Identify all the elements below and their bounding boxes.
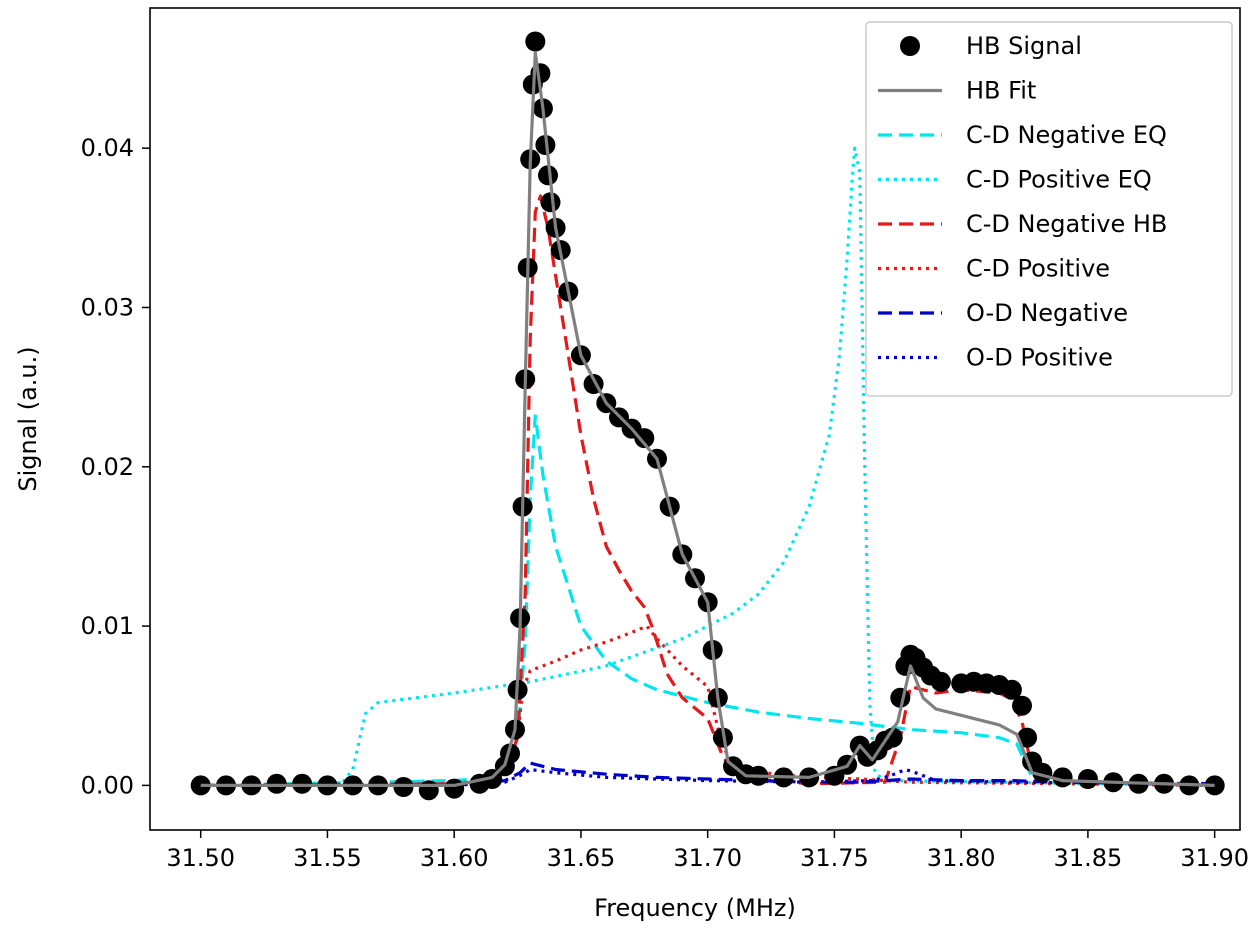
data-point [882,727,903,748]
legend: HB Signal HB Fit C-D Negative EQ C-D Positi… [865,21,1233,397]
tick-layer: 31.50 31.55 31.60 31.65 31.70 31.75 31.80 31.85… [81,134,1249,872]
legend-label: O-D Positive [966,344,1113,372]
plot-frame [149,7,1241,831]
data-point [1017,727,1038,748]
x-tick-label: 31.65 [547,844,616,872]
x-tick-label: 31.80 [927,844,996,872]
x-tick-label: 31.60 [420,844,489,872]
data-point [525,31,546,52]
legend-entry-c-d-negative-hb: C-D Negative HB [878,210,1167,238]
x-tick-label: 31.70 [673,844,742,872]
legend-label: C-D Positive [966,255,1110,283]
data-point [1012,695,1032,716]
data-point [444,778,465,799]
legend-label: C-D Positive EQ [966,166,1152,194]
data-point [266,773,287,794]
x-tick-label: 31.75 [800,844,869,872]
legend-entry-c-d-positive-eq: C-D Positive EQ [878,166,1152,194]
data-point [540,192,561,213]
series-line-c-d-positive-eq [200,146,1215,787]
series-line-hb-fit [200,51,1215,787]
legend-marker [900,36,920,56]
data-point [292,773,313,794]
data-point [538,165,558,186]
legend-entry-o-d-negative: O-D Negative [878,299,1128,327]
legend-label: HB Signal [966,32,1082,60]
legend-box [865,21,1233,397]
x-tick-label: 31.90 [1180,844,1249,872]
legend-entry-c-d-positive: C-D Positive [878,255,1110,283]
x-tick-label: 31.85 [1054,844,1123,872]
legend-label: HB Fit [966,77,1036,105]
legend-entry-o-d-positive: O-D Positive [878,344,1113,372]
series-line-c-d-negative-eq [200,414,1215,787]
y-tick-label: 0.01 [81,612,134,640]
legend-label: C-D Negative EQ [966,121,1167,149]
y-tick-label: 0.02 [81,453,134,481]
x-tick-label: 31.55 [293,844,362,872]
series-layer [190,31,1225,801]
data-point [930,671,951,692]
data-point [1077,769,1098,789]
y-axis-label: Signal (a.u.) [14,346,42,491]
legend-label: C-D Negative HB [966,210,1167,238]
legend-entry-c-d-negative-eq: C-D Negative EQ [878,121,1167,149]
data-point [418,780,439,801]
y-tick-label: 0.03 [81,293,134,321]
legend-entry-hb-signal: HB Signal [900,32,1082,60]
legend-entry-hb-fit: HB Fit [878,77,1036,105]
data-point [634,428,655,449]
y-tick-label: 0.04 [81,134,134,162]
data-point [1001,679,1022,700]
x-axis-label: Frequency (MHz) [594,894,796,922]
data-point [500,743,520,764]
legend-label: O-D Negative [966,299,1128,327]
y-tick-label: 0.00 [81,771,134,799]
data-point [1052,767,1073,788]
x-tick-label: 31.50 [166,844,235,872]
